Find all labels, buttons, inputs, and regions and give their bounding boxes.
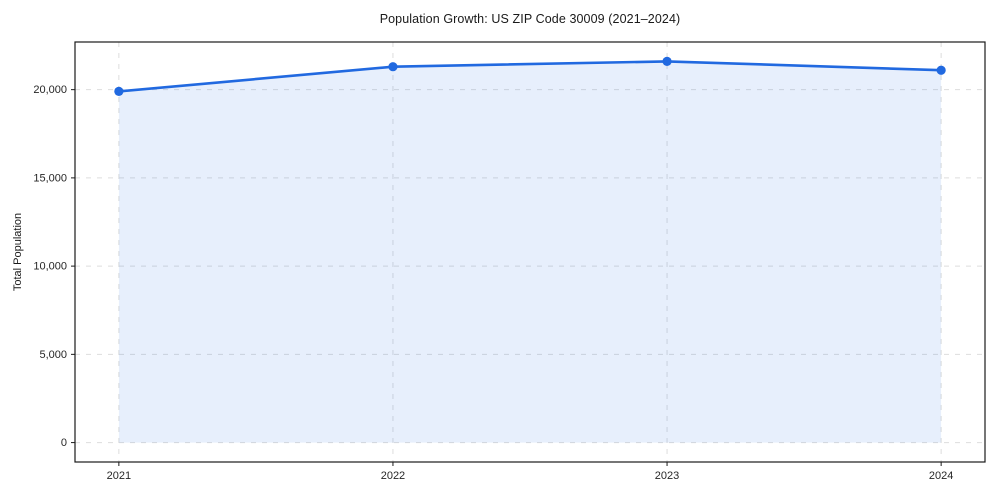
area-fill — [118, 61, 942, 443]
data-point — [388, 62, 398, 72]
y-tick-label: 0 — [61, 437, 67, 449]
y-tick-label: 20,000 — [33, 84, 67, 96]
y-tick-label: 5,000 — [39, 349, 67, 361]
y-tick-label: 15,000 — [33, 172, 67, 184]
x-tick-label: 2024 — [929, 470, 953, 482]
series-line — [117, 60, 943, 93]
data-point — [662, 56, 672, 67]
chart-title: Population Growth: US ZIP Code 30009 (20… — [379, 12, 681, 26]
x-tick-label: 2021 — [107, 470, 131, 482]
x-tick-label: 2022 — [381, 470, 405, 482]
axis-frame — [74, 41, 986, 463]
y-tick-label: 10,000 — [33, 261, 67, 273]
x-tick-label: 2023 — [655, 470, 679, 482]
data-point — [114, 86, 124, 97]
data-point — [936, 65, 946, 75]
